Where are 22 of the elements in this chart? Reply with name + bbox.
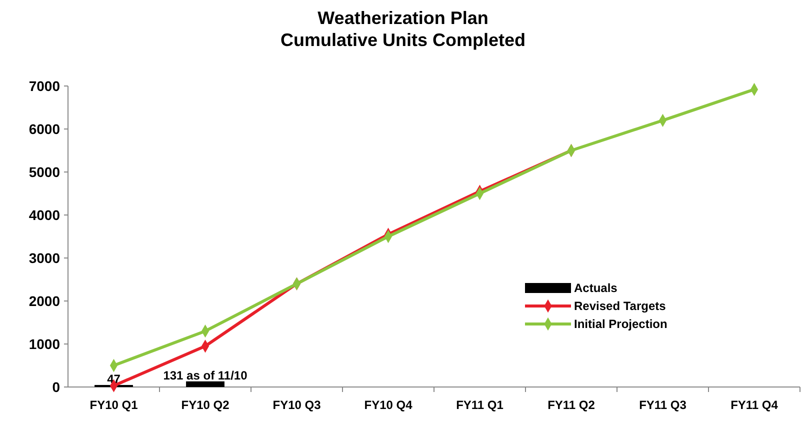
x-tick-label: FY11 Q2 [548, 398, 596, 412]
x-tick-label: FY11 Q1 [456, 398, 504, 412]
legend-label: Actuals [574, 281, 618, 296]
y-tick-label: 0 [52, 378, 60, 395]
y-tick-label: 4000 [28, 206, 60, 223]
y-tick-label: 6000 [28, 120, 60, 137]
chart-title: Weatherization Plan Cumulative Units Completed [280, 8, 526, 50]
data-label: 131 as of 11/10 [163, 368, 248, 382]
x-tick-label: FY10 Q1 [90, 398, 138, 412]
x-tick-label: FY11 Q3 [639, 398, 687, 412]
x-tick-label: FY10 Q4 [364, 398, 413, 412]
y-tick-label: 7000 [28, 78, 60, 94]
data-label: 47 [107, 372, 121, 386]
x-tick-label: FY11 Q4 [730, 398, 778, 412]
y-tick-label: 5000 [28, 164, 60, 180]
x-tick-label: FY10 Q3 [272, 398, 322, 412]
legend-label: Initial Projection [574, 317, 668, 332]
y-tick-label: 3000 [28, 250, 60, 266]
legend-label: Revised Targets [574, 299, 666, 314]
y-tick-label: 2000 [28, 292, 60, 309]
y-tick-label: 1000 [28, 336, 60, 352]
x-tick-label: FY10 Q2 [181, 398, 230, 412]
